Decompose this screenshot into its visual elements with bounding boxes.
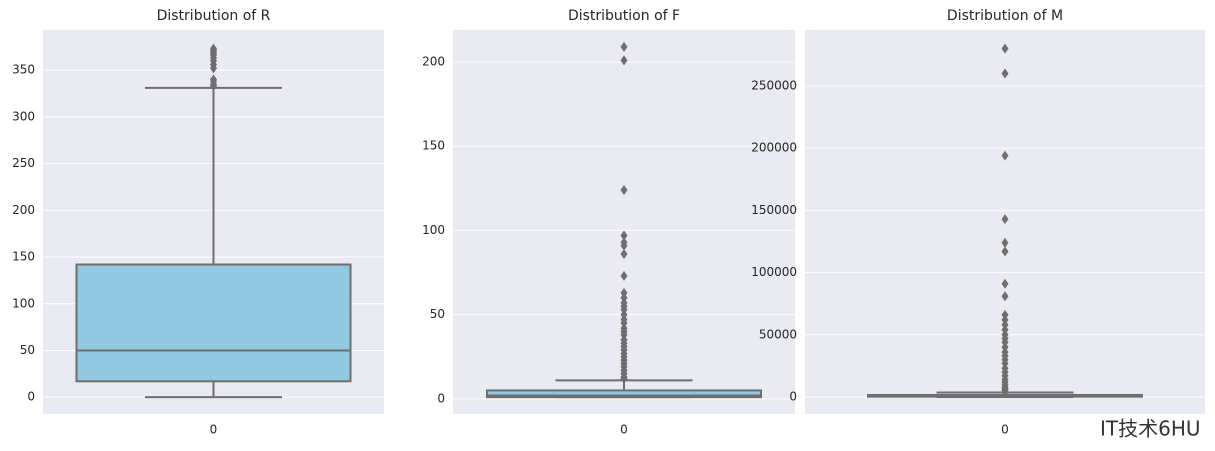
outlier [210, 43, 217, 54]
outlier [1001, 291, 1009, 302]
y-tick-label: 200 [422, 55, 445, 69]
watermark: IT技术6HU [1100, 417, 1201, 441]
y-tick-label: 100 [12, 296, 35, 310]
outlier [620, 249, 628, 259]
outlier [620, 297, 628, 308]
x-tick-label: 0 [620, 423, 628, 437]
outlier [1001, 214, 1009, 225]
y-tick-label: 0 [27, 390, 35, 404]
y-tick-label: 200 [12, 203, 35, 217]
y-tick-label: 250 [12, 156, 35, 170]
outlier [620, 334, 628, 345]
outlier [1001, 150, 1009, 161]
outlier [1001, 237, 1009, 248]
y-tick-label: 300 [12, 109, 35, 123]
outlier [620, 287, 628, 298]
y-tick-label: 150 [422, 139, 445, 153]
box [75, 263, 352, 383]
outlier [1001, 68, 1009, 79]
y-tick-label: 100 [422, 223, 445, 237]
y-tick-label: 50000 [759, 327, 797, 341]
y-tick-label: 350 [12, 63, 35, 77]
outlier [620, 309, 628, 320]
y-tick-label: 150 [12, 250, 35, 264]
outlier [620, 314, 628, 325]
outlier [620, 41, 628, 52]
x-tick-label: 0 [210, 423, 218, 437]
outlier [620, 237, 628, 248]
outlier [1001, 278, 1009, 289]
outlier [620, 55, 628, 66]
y-tick-label: 100000 [751, 265, 797, 279]
chart-title: Distribution of F [568, 8, 680, 24]
y-tick-label: 50 [20, 343, 35, 357]
outlier [1001, 43, 1009, 54]
outlier [1001, 309, 1009, 320]
outlier [620, 323, 628, 334]
box [486, 389, 762, 399]
outlier [620, 270, 628, 281]
y-tick-label: 250000 [751, 78, 797, 92]
y-tick-label: 200000 [751, 141, 797, 155]
y-tick-label: 0 [437, 391, 445, 405]
x-tick-label: 0 [1001, 423, 1009, 437]
chart-title: Distribution of R [157, 8, 271, 24]
y-tick-label: 0 [789, 389, 797, 403]
y-tick-label: 150000 [751, 203, 797, 217]
outlier [620, 292, 628, 303]
outlier [620, 230, 628, 241]
outlier [210, 74, 217, 85]
outlier [1001, 246, 1009, 257]
outlier [620, 185, 628, 195]
y-tick-label: 50 [430, 307, 445, 321]
chart-title: Distribution of M [947, 8, 1063, 24]
